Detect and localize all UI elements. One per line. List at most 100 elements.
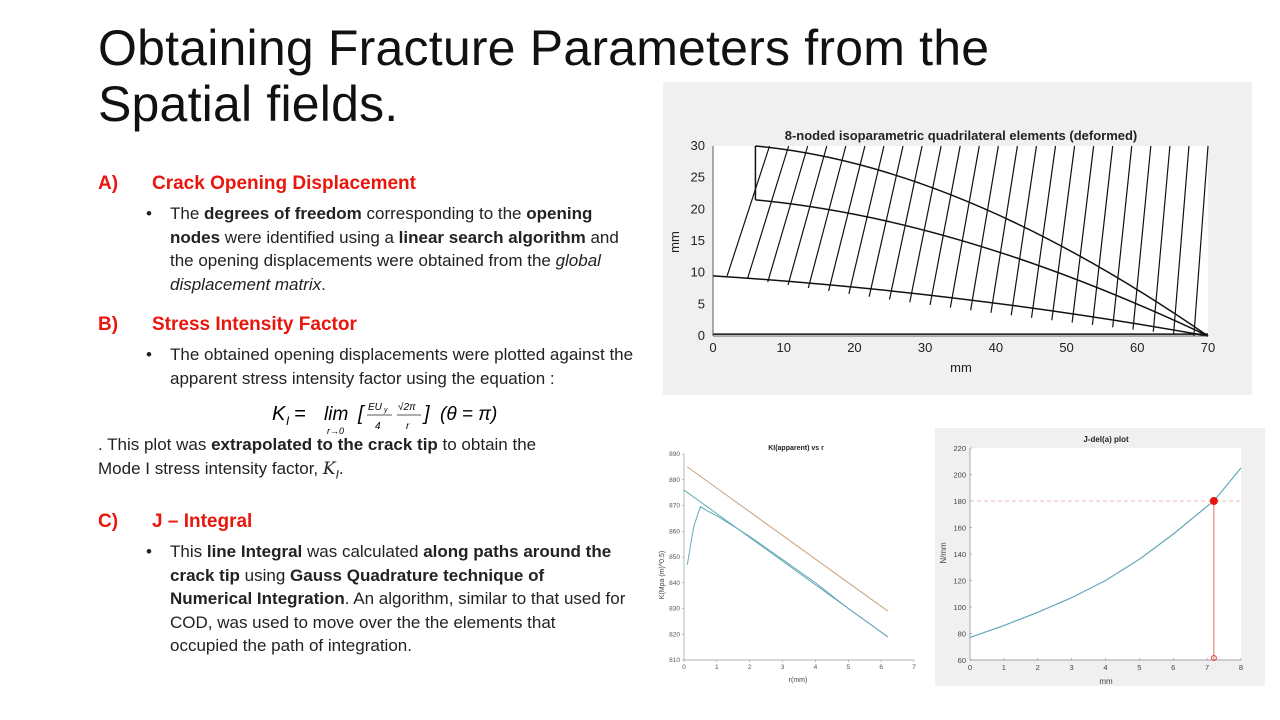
eq-den2: r [406, 421, 410, 432]
text: was calculated [302, 542, 424, 561]
ki-ytick-label: 870 [669, 503, 680, 510]
mesh-element-line [1030, 145, 1057, 318]
ki-ytick-label: 880 [669, 477, 680, 484]
mesh-xtick-label: 70 [1201, 340, 1215, 355]
mesh-element-line [868, 145, 904, 297]
ki-xtick-label: 5 [846, 664, 850, 671]
section-c-letter: C) [98, 511, 119, 532]
mesh-edge-curve [755, 199, 1209, 337]
mesh-lines [712, 145, 1209, 337]
mesh-figure: 8-noded isoparametric quadrilateral elem… [663, 82, 1252, 395]
ki-ytick-label: 860 [669, 528, 680, 535]
italic-text: global displacement matrix [170, 251, 601, 294]
ki-ytick-label: 850 [669, 554, 680, 561]
text: using [239, 565, 291, 585]
ki-ytick-label: 840 [669, 580, 680, 587]
section-a-title: Crack Opening Displacement [152, 173, 416, 194]
section-a-bullet: The degrees of freedom corresponding to … [146, 202, 628, 296]
mesh-ytick-label: 15 [691, 233, 705, 248]
ki-xtick-label: 6 [879, 664, 883, 671]
ki-xtick-label: 1 [715, 664, 719, 671]
j-xlabel: mm [1099, 677, 1113, 686]
mesh-ytick-label: 25 [691, 170, 705, 185]
mesh-element-line [1051, 145, 1076, 321]
mesh-axes: 0 10 20 30 40 50 60 70 0 5 10 15 20 25 30 [691, 138, 1216, 355]
mesh-edge-curve [755, 145, 1209, 337]
mesh-element-line [1071, 145, 1095, 323]
j-figure: J-del(a) plot 0 1 2 3 4 5 6 7 8 60 80 100 120 140 160 1… [935, 428, 1265, 686]
mesh-element-line [970, 145, 999, 311]
ki-plot: KI(apparent) vs r 0 1 2 3 4 5 6 7 810 820 830 840 85… [659, 445, 916, 684]
section-b-letter: B) [98, 314, 119, 335]
ki-ytick-label: 820 [669, 631, 680, 638]
mesh-element-line [767, 145, 809, 283]
mesh-title: 8-noded isoparametric quadrilateral elem… [785, 128, 1138, 143]
j-xtick-label: 8 [1239, 663, 1243, 672]
j-ylabel: N/mm [939, 542, 948, 564]
mesh-xtick-label: 50 [1059, 340, 1073, 355]
j-xtick-label: 4 [1103, 663, 1107, 672]
j-xtick-label: 3 [1070, 663, 1074, 672]
mesh-xlabel: mm [950, 360, 972, 375]
mesh-ylabel: mm [667, 231, 682, 253]
eq-num2: √2π [398, 401, 416, 413]
mesh-element-line [746, 145, 790, 280]
eq-den1: 4 [375, 421, 381, 432]
ki-series-line [686, 506, 889, 638]
j-ytick-label: 60 [958, 656, 966, 665]
mesh-element-line [848, 145, 885, 294]
mesh-element-line [1010, 145, 1038, 316]
text: . [321, 274, 326, 294]
slide-title-line2: Spatial fields. [98, 76, 399, 132]
j-xtick-label: 7 [1205, 663, 1209, 672]
eq-tail: (θ = π) [440, 404, 497, 425]
eq-equals: = [294, 403, 306, 425]
eq-lim: lim [324, 404, 348, 425]
mesh-xtick-label: 30 [918, 340, 932, 355]
eq-bracket-open: [ [357, 403, 366, 425]
ki-xtick-label: 0 [682, 664, 686, 671]
text: to obtain the Mode I stress intensity fa… [98, 435, 537, 478]
j-ytick-label: 140 [953, 550, 966, 559]
mesh-element-line [1172, 145, 1190, 334]
mesh-xtick-label: 0 [709, 340, 716, 355]
j-series-line [969, 467, 1242, 639]
j-xtick-label: 6 [1171, 663, 1175, 672]
section-stress-intensity: B) Stress Intensity Factor The obtained … [98, 313, 633, 486]
ki-chart-group: 0 1 2 3 4 5 6 7 810 820 830 840 850 860 870 880 890 [669, 451, 916, 671]
mesh-xtick-label: 40 [989, 340, 1003, 355]
ki-ytick-label: 890 [669, 451, 680, 458]
section-j-integral: C) J – Integral This line Integral was c… [98, 510, 628, 658]
slide-title-line1: Obtaining Fracture Parameters from the [98, 20, 990, 76]
ki-ytick-label: 830 [669, 606, 680, 613]
mesh-xtick-label: 20 [847, 340, 861, 355]
j-ytick-label: 100 [953, 603, 966, 612]
slide-title: Obtaining Fracture Parameters from the S… [98, 20, 1098, 132]
eq-lhs: K [272, 403, 287, 425]
ki-xlabel: r(mm) [789, 677, 808, 684]
mesh-element-line [949, 145, 980, 308]
bold-text: degrees of freedom [204, 204, 362, 223]
mesh-xtick-label: 60 [1130, 340, 1144, 355]
j-marker-point [1209, 497, 1218, 505]
mesh-edge-curve [712, 275, 1209, 337]
mesh-ytick-label: 20 [691, 201, 705, 216]
eq-bracket-close: ] [422, 403, 430, 425]
bold-text: linear search algorithm [398, 227, 586, 247]
mesh-element-line [888, 145, 923, 300]
ki-xtick-label: 4 [814, 664, 818, 671]
mesh-element-line [787, 145, 828, 286]
text: were identified using a [220, 227, 399, 247]
j-chart-group: 0 1 2 3 4 5 6 7 8 60 80 100 120 140 160 180 200 220 [953, 444, 1243, 672]
ki-title: KI(apparent) vs r [768, 445, 824, 452]
mesh-ytick-label: 0 [698, 328, 705, 343]
section-c-title: J – Integral [152, 511, 253, 532]
section-a-heading: A) Crack Opening Displacement [98, 172, 628, 196]
bold-text: along paths around the crack tip [170, 542, 612, 585]
ki-series-line [686, 466, 889, 612]
bold-text: Gauss Quadrature technique of Numerical … [170, 565, 545, 609]
mesh-element-line [1112, 145, 1133, 328]
ki-xtick-label: 3 [781, 664, 785, 671]
mesh-ytick-label: 5 [698, 296, 705, 311]
ki-xtick-label: 7 [912, 664, 916, 671]
